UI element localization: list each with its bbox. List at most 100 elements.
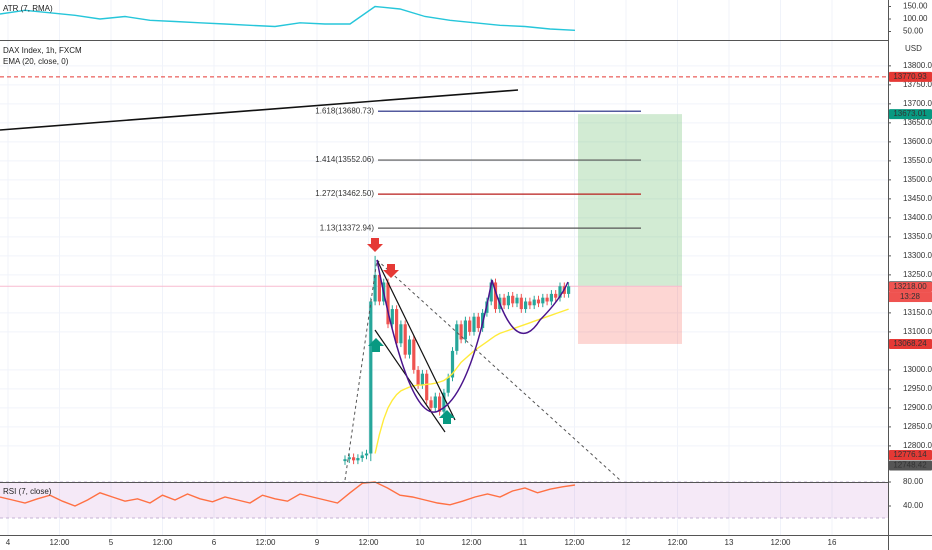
candle-body: [450, 350, 455, 378]
candle-body: [506, 295, 510, 306]
candle-body: [412, 339, 416, 370]
candle-body: [403, 324, 407, 355]
y-tick-label: 13650.00: [903, 118, 932, 127]
candle-body: [429, 400, 433, 408]
price-tag-label: 13770.93: [893, 72, 927, 81]
y-tick-label: 13750.00: [903, 80, 932, 89]
y-tick-label: 50.00: [903, 27, 924, 36]
y-tick-label: 13550.00: [903, 156, 932, 165]
candle-body: [377, 274, 381, 302]
candle-body: [395, 309, 399, 344]
atr-label: ATR (7, RMA): [3, 4, 53, 13]
candle-body: [446, 377, 450, 393]
y-tick-label: 12950.00: [903, 384, 932, 393]
candle-body: [407, 339, 412, 355]
atr-line: [0, 5, 576, 31]
candle-body: [438, 396, 442, 412]
candle-body: [347, 457, 351, 460]
y-tick-label: 12800.00: [903, 441, 932, 450]
y-tick-label: 40.00: [903, 501, 924, 510]
candle-body: [558, 286, 562, 298]
y-tick-label: 12850.00: [903, 422, 932, 431]
price-tag-label: 13218.00: [893, 282, 927, 291]
candle-body: [536, 299, 541, 304]
y-tick-label: 12900.00: [903, 403, 932, 412]
y-tick-label: 13450.00: [903, 194, 932, 203]
candle-body: [502, 297, 506, 306]
candle-body: [545, 297, 549, 302]
chart-title: DAX Index, 1h, FXCM: [3, 46, 82, 55]
x-tick-label: 12: [622, 538, 631, 547]
price-tag: [889, 460, 932, 471]
candle-body: [528, 301, 532, 306]
candle-body: [390, 309, 394, 325]
dashed-line: [376, 259, 621, 481]
candle-body: [369, 301, 373, 454]
stop-zone: [578, 286, 682, 344]
candle-body: [420, 373, 424, 386]
price-tag-label: 13068.24: [893, 339, 927, 348]
channel-line: [376, 259, 456, 421]
candle-body: [549, 293, 553, 302]
x-tick-label: 6: [212, 538, 217, 547]
price-tag-label: 12748.42: [893, 461, 927, 470]
price-tag-label: 12776.14: [893, 450, 927, 459]
arrow-up: [439, 410, 455, 424]
x-tick-label: 9: [315, 538, 320, 547]
target-zone: [578, 114, 682, 287]
candle-body: [515, 297, 519, 304]
x-tick-label: 10: [416, 538, 425, 547]
candle-body: [416, 369, 420, 386]
y-tick-label: 13600.00: [903, 137, 932, 146]
candle-body: [442, 392, 446, 412]
candle-body: [356, 458, 360, 461]
rsi-line: [0, 481, 576, 507]
candle-body: [373, 274, 377, 302]
plot: 1.618(13680.73) 1.414(13552.06) 1.272(1346…: [0, 5, 888, 519]
pattern-curve: [376, 259, 569, 413]
candle-body: [489, 282, 493, 302]
y-tick-label: 150.00: [903, 2, 928, 11]
channel-line: [374, 329, 446, 433]
fib-label: 1.13(13372.94): [320, 223, 375, 232]
ema-line: [374, 308, 569, 454]
y-tick-label: 13500.00: [903, 175, 932, 184]
candle-body: [519, 297, 523, 310]
x-tick-label: 12:00: [461, 538, 482, 547]
candle-body: [554, 293, 558, 298]
y-tick-label: 100.00: [903, 14, 928, 23]
candle-body: [567, 286, 571, 294]
x-tick-label: 11: [519, 538, 528, 547]
candle-body: [386, 282, 390, 325]
indicator-label: EMA (20, close, 0): [3, 57, 69, 66]
x-tick-label: 12:00: [152, 538, 173, 547]
arrow-down: [367, 238, 383, 252]
x-tick-label: 4: [6, 538, 11, 547]
candle-body: [360, 455, 364, 459]
candle-body: [455, 324, 459, 351]
candle-body: [343, 459, 347, 462]
rsi-band: [0, 482, 888, 518]
grid: [0, 0, 888, 535]
x-tick-label: 13: [725, 538, 734, 547]
price-tag: [889, 109, 932, 120]
fib-label: 1.272(13462.50): [315, 189, 374, 198]
y-tick-label: 13000.00: [903, 365, 932, 374]
price-tag-label: 13673.01: [893, 109, 927, 118]
y-tick-label: 80.00: [903, 477, 924, 486]
arrow-down: [383, 264, 399, 278]
y-tick-label: 13300.00: [903, 251, 932, 260]
x-tick-label: 12:00: [667, 538, 688, 547]
candle-body: [493, 282, 498, 310]
arrow-up: [368, 338, 384, 352]
candle-body: [425, 373, 429, 401]
candle-body: [459, 324, 463, 340]
x-tick-label: 12:00: [564, 538, 585, 547]
x-tick-label: 12:00: [770, 538, 791, 547]
y-tick-label: 13150.00: [903, 308, 932, 317]
candle-body: [364, 453, 369, 456]
y-tick-label: 13700.00: [903, 99, 932, 108]
y-tick-label: 13250.00: [903, 270, 932, 279]
price-tag: [889, 449, 932, 460]
